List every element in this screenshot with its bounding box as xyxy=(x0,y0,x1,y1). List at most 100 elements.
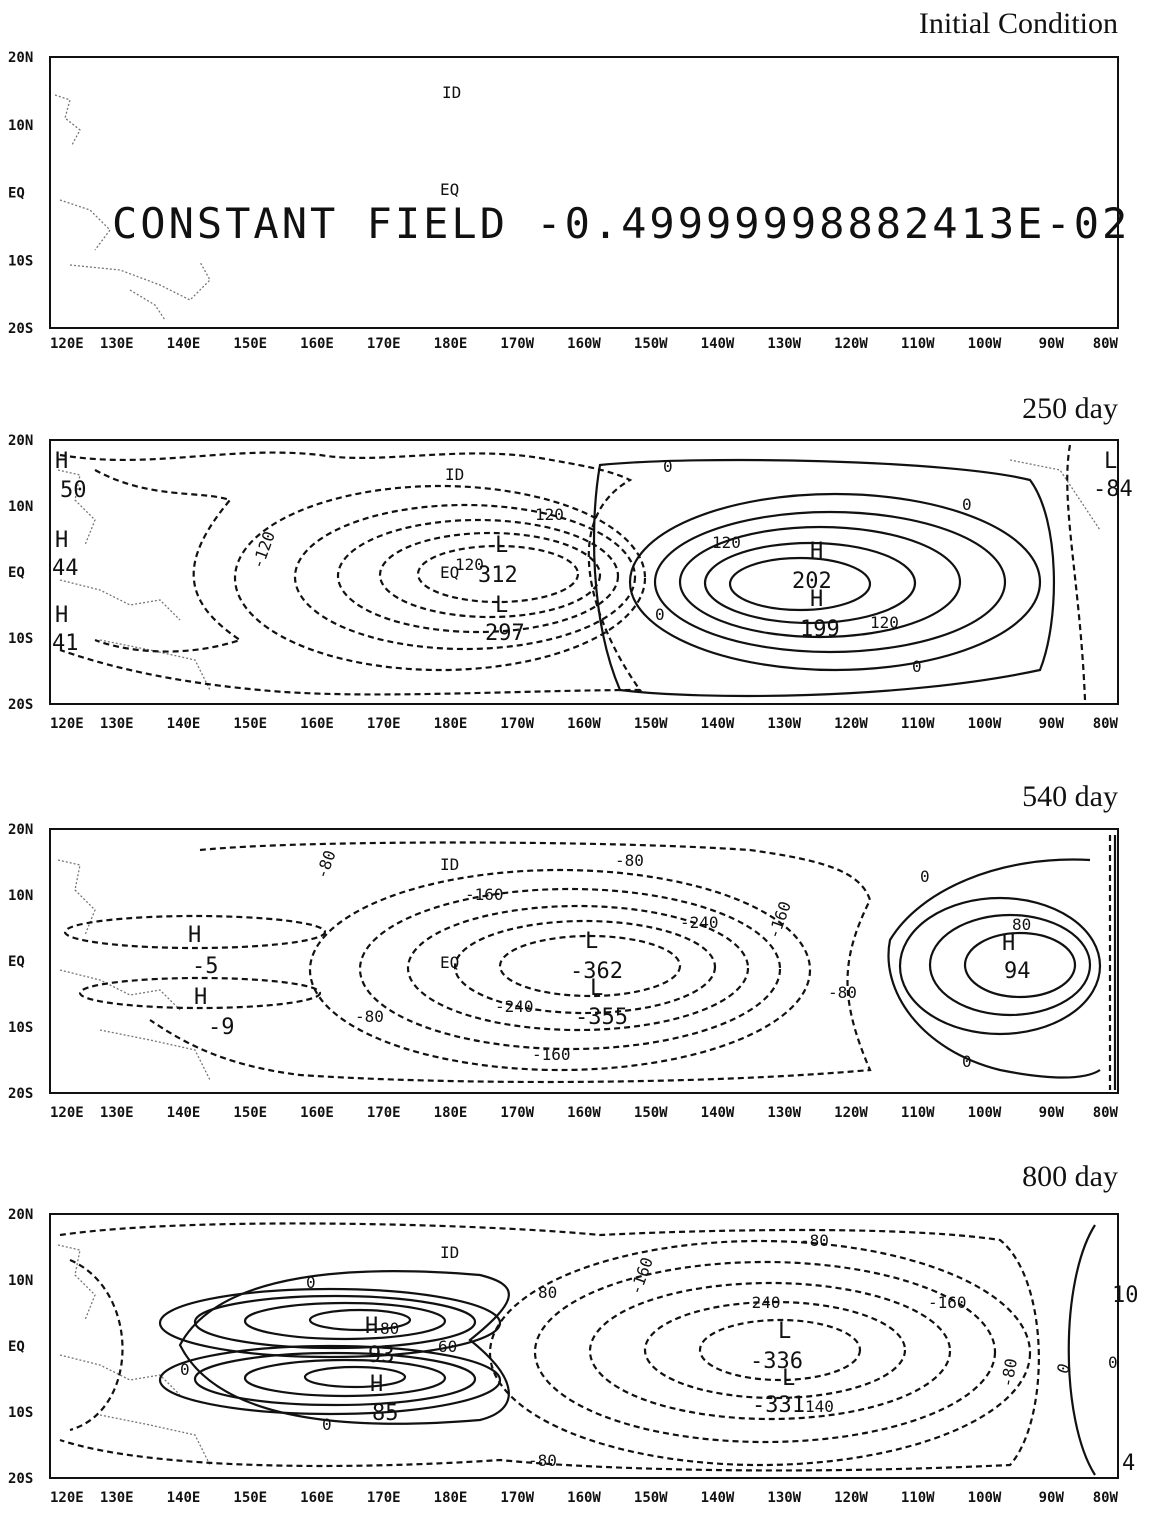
extremum-value: 297 xyxy=(485,621,525,646)
y-tick-label: 10S xyxy=(8,1020,33,1036)
extremum-letter-h: H xyxy=(188,923,201,948)
x-tick-label: 140W xyxy=(701,1490,735,1506)
contour-label: -120 xyxy=(248,529,279,572)
contours-negative xyxy=(59,444,1087,701)
x-tick-label: 170W xyxy=(500,1105,534,1121)
x-tick-label: 150E xyxy=(233,336,267,352)
contour-label: 80 xyxy=(538,1283,557,1302)
contours-negative xyxy=(63,835,1112,1090)
contour-label: -240 xyxy=(742,1293,781,1312)
contour-label: 0 xyxy=(962,1052,972,1071)
x-tick-label: 130E xyxy=(100,716,134,732)
extremum-value: -9 xyxy=(208,1015,235,1040)
contour-label: -160 xyxy=(465,885,504,904)
map-label-id: ID xyxy=(440,855,459,874)
x-tick-label: 170W xyxy=(500,336,534,352)
y-axis: 20N 10N EQ 10S 20S xyxy=(8,50,33,337)
map-label-eq: EQ xyxy=(440,953,459,972)
contour-label: 0 xyxy=(1053,1361,1074,1377)
x-tick-label: 120E xyxy=(50,1105,84,1121)
map-label-eq: EQ xyxy=(440,180,459,199)
extremum-letter-l: L xyxy=(1104,449,1117,474)
panel-initial-condition: Initial Condition 20N 10N EQ 10S 20S 120E 130… xyxy=(8,7,1127,352)
x-tick-label: 150E xyxy=(233,716,267,732)
x-tick-label: 110W xyxy=(901,336,935,352)
x-tick-label: 180E xyxy=(434,1490,468,1506)
x-tick-label: 130E xyxy=(100,336,134,352)
x-tick-label: 160W xyxy=(567,336,601,352)
x-tick-label: 150E xyxy=(233,1105,267,1121)
x-tick-label: 150W xyxy=(634,1105,668,1121)
extremum-letter-h: H xyxy=(370,1372,383,1397)
extremum-value: 44 xyxy=(52,556,79,581)
extremum-letter-h: H xyxy=(810,587,823,612)
contour-label: -80 xyxy=(528,1451,557,1470)
x-tick-label: 120W xyxy=(834,716,868,732)
y-tick-label: 10S xyxy=(8,253,33,269)
x-tick-label: 150E xyxy=(233,1490,267,1506)
x-tick-label: 160E xyxy=(300,336,334,352)
contours-negative xyxy=(59,1222,1040,1472)
y-tick-label: EQ xyxy=(8,1339,25,1355)
contour-label: 140 xyxy=(805,1397,834,1416)
x-tick-label: 120E xyxy=(50,336,84,352)
extremum-value: -362 xyxy=(570,959,623,984)
x-tick-label: 180E xyxy=(434,716,468,732)
contour-label: -160 xyxy=(532,1045,571,1064)
extremum-value: 202 xyxy=(792,569,832,594)
x-axis: 120E 130E 140E 150E 160E 170E 180E 170W 160W 150W… xyxy=(50,336,1119,352)
x-tick-label: 80W xyxy=(1093,1105,1119,1121)
y-tick-label: 20S xyxy=(8,321,33,337)
extremum-value: -336 xyxy=(750,1349,803,1374)
y-tick-label: 10N xyxy=(8,888,33,904)
x-axis: 120E 130E 140E 150E 160E 170E 180E 170W 160W 150W… xyxy=(50,716,1119,732)
contour-label: -160 xyxy=(928,1293,967,1312)
x-tick-label: 80W xyxy=(1093,1490,1119,1506)
extremum-value: 50 xyxy=(60,478,87,503)
extremum-value: -84 xyxy=(1093,477,1133,502)
extremum-letter-l: L xyxy=(495,593,508,618)
plot-frame xyxy=(49,439,1119,705)
contour-label: -160 xyxy=(764,899,795,942)
contour-label: 0 xyxy=(663,457,673,476)
x-tick-label: 130W xyxy=(767,716,801,732)
panel-title: Initial Condition xyxy=(919,7,1118,40)
y-tick-label: 10N xyxy=(8,499,33,515)
extremum-letter-h: H xyxy=(194,985,207,1010)
x-tick-label: 130E xyxy=(100,1490,134,1506)
plot-frame xyxy=(49,828,1119,1094)
contour-label: 10 xyxy=(1112,1283,1139,1308)
x-tick-label: 120W xyxy=(834,1490,868,1506)
extremum-value: -355 xyxy=(575,1005,628,1030)
contour-label: 0 xyxy=(180,1360,190,1379)
contours-positive xyxy=(592,458,1056,698)
y-axis: 20N 10N EQ 10S 20S xyxy=(8,1207,33,1487)
contour-label: -240 xyxy=(495,997,534,1016)
plot-frame xyxy=(49,1213,1119,1479)
y-tick-label: 20N xyxy=(8,50,33,66)
x-tick-label: 90W xyxy=(1039,716,1065,732)
x-tick-label: 170E xyxy=(367,336,401,352)
extremum-letter-l: L xyxy=(495,533,508,558)
x-tick-label: 120W xyxy=(834,1105,868,1121)
extremum-letter-h: H xyxy=(365,1314,378,1339)
x-tick-label: 140E xyxy=(167,1105,201,1121)
x-tick-label: 170E xyxy=(367,1105,401,1121)
extremum-letter-l: L xyxy=(778,1319,791,1344)
y-tick-label: 20N xyxy=(8,822,33,838)
x-tick-label: 130W xyxy=(767,1490,801,1506)
x-tick-label: 100W xyxy=(968,336,1002,352)
contour-label: 0 xyxy=(920,867,930,886)
extremum-letter-l: L xyxy=(585,929,598,954)
contour-label: 120 xyxy=(455,555,484,574)
map-label-eq: EQ xyxy=(440,563,459,582)
x-tick-label: 160E xyxy=(300,1105,334,1121)
x-tick-label: 100W xyxy=(968,716,1002,732)
y-tick-label: EQ xyxy=(8,186,25,202)
x-tick-label: 160E xyxy=(300,1490,334,1506)
extremum-value: 93 xyxy=(368,1343,395,1368)
x-tick-label: 130W xyxy=(767,336,801,352)
